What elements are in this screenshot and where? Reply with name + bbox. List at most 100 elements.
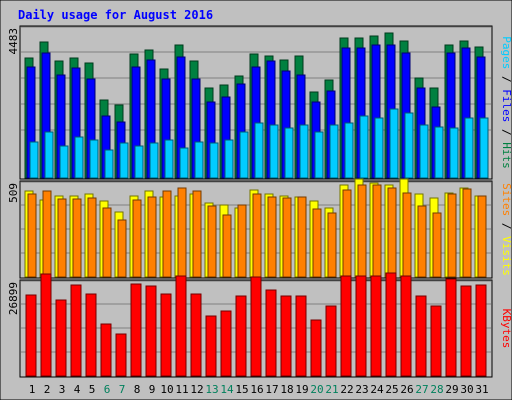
- legend-part: Files: [500, 89, 512, 122]
- x-tick-label: 7: [119, 383, 126, 396]
- bar-kbytes-day-30: [460, 285, 472, 377]
- bar-pages-day-10: [164, 139, 174, 179]
- bar-kbytes-day-26: [400, 275, 412, 377]
- bar-kbytes-day-3: [55, 299, 67, 377]
- x-tick-label: 14: [220, 383, 234, 396]
- bar-pages-day-18: [284, 127, 294, 179]
- bar-kbytes-day-20: [310, 319, 322, 377]
- x-tick-label: 23: [355, 383, 368, 396]
- x-tick-label: 12: [190, 383, 203, 396]
- x-tick-label: 20: [310, 383, 323, 396]
- x-tick-label: 10: [160, 383, 173, 396]
- x-tick-label: 29: [445, 383, 458, 396]
- x-tick-label: 8: [134, 383, 141, 396]
- bar-kbytes-day-11: [175, 275, 187, 377]
- panel-max-label: 4483: [7, 28, 20, 55]
- bar-sites-day-2: [42, 190, 52, 278]
- x-tick-label: 16: [250, 383, 263, 396]
- bar-pages-day-22: [344, 122, 354, 179]
- bar-kbytes-day-10: [160, 293, 172, 377]
- bar-pages-day-15: [239, 131, 249, 179]
- bar-sites-day-14: [222, 214, 232, 278]
- chart-title: Daily usage for August 2016: [18, 8, 213, 22]
- legend-part: /: [500, 69, 512, 89]
- bar-kbytes-day-17: [265, 289, 277, 377]
- bar-kbytes-day-7: [115, 333, 127, 377]
- bar-pages-day-25: [389, 108, 399, 179]
- panel-max-label: 509: [7, 183, 20, 203]
- bar-pages-day-11: [179, 147, 189, 179]
- bar-pages-day-29: [449, 127, 459, 179]
- bar-pages-day-26: [404, 112, 414, 179]
- series-sites: [27, 184, 487, 278]
- bar-sites-day-26: [402, 192, 412, 278]
- panel-visits_sites: 509 Sites / Visits: [7, 178, 512, 279]
- bar-kbytes-day-8: [130, 283, 142, 377]
- panel-max-label: 26899: [7, 282, 20, 315]
- bar-sites-day-1: [27, 193, 37, 278]
- bar-pages-day-21: [329, 124, 339, 179]
- bar-kbytes-day-22: [340, 275, 352, 377]
- bar-pages-day-17: [269, 124, 279, 179]
- bar-kbytes-day-23: [355, 275, 367, 377]
- bar-sites-day-24: [372, 184, 382, 278]
- x-tick-label: 18: [280, 383, 293, 396]
- panel-hits_files_pages: 4483 Pages / Files / Hits: [7, 25, 512, 180]
- bar-sites-day-30: [462, 188, 472, 278]
- bar-sites-day-7: [117, 219, 127, 278]
- bar-sites-day-23: [357, 184, 367, 278]
- bar-sites-day-25: [387, 187, 397, 278]
- x-tick-label: 13: [205, 383, 218, 396]
- legend-part: /: [500, 122, 512, 142]
- bar-sites-day-6: [102, 207, 112, 278]
- bar-pages-day-12: [194, 141, 204, 179]
- chart-panels: 4483 Pages / Files / Hits 509 Sites / Visit…: [7, 25, 512, 378]
- x-tick-label: 31: [475, 383, 488, 396]
- bar-kbytes-day-14: [220, 310, 232, 377]
- x-tick-label: 2: [44, 383, 51, 396]
- bar-pages-day-30: [464, 117, 474, 179]
- bar-pages-day-6: [104, 149, 114, 179]
- bar-kbytes-day-2: [40, 273, 52, 377]
- x-tick-label: 28: [430, 383, 443, 396]
- bar-sites-day-9: [147, 196, 157, 278]
- bar-pages-day-19: [299, 124, 309, 179]
- bar-pages-day-16: [254, 122, 264, 179]
- bar-pages-day-5: [89, 139, 99, 179]
- x-tick-label: 19: [295, 383, 308, 396]
- x-tick-label: 17: [265, 383, 278, 396]
- bar-sites-day-22: [342, 189, 352, 278]
- bar-kbytes-day-18: [280, 295, 292, 377]
- bar-sites-day-18: [282, 197, 292, 278]
- bar-kbytes-day-21: [325, 305, 337, 377]
- x-tick-label: 21: [325, 383, 338, 396]
- bar-sites-day-28: [432, 212, 442, 278]
- bar-sites-day-5: [87, 197, 97, 278]
- bar-pages-day-7: [119, 142, 129, 179]
- bar-kbytes-day-13: [205, 315, 217, 377]
- bar-sites-day-11: [177, 187, 187, 278]
- bar-pages-day-27: [419, 124, 429, 179]
- panel-legend-label: Pages / Files / Hits: [500, 36, 512, 169]
- bar-pages-day-9: [149, 142, 159, 179]
- series-kbytes: [25, 272, 487, 377]
- bar-pages-day-20: [314, 131, 324, 179]
- bar-kbytes-day-15: [235, 295, 247, 377]
- panel-kbytes: 26899 KBytes: [7, 272, 512, 378]
- x-tick-label: 26: [400, 383, 413, 396]
- bar-kbytes-day-12: [190, 293, 202, 377]
- bar-kbytes-day-28: [430, 305, 442, 377]
- bar-pages-day-23: [359, 115, 369, 179]
- bar-sites-day-12: [192, 190, 202, 278]
- bar-sites-day-16: [252, 193, 262, 278]
- x-tick-label: 24: [370, 383, 384, 396]
- bar-sites-day-21: [327, 212, 337, 278]
- bar-kbytes-day-1: [25, 294, 37, 377]
- bar-kbytes-day-5: [85, 293, 97, 377]
- bar-sites-day-3: [57, 198, 67, 278]
- legend-part: Visits: [500, 236, 512, 276]
- x-tick-label: 30: [460, 383, 473, 396]
- bar-kbytes-day-31: [475, 284, 487, 377]
- x-tick-label: 15: [235, 383, 248, 396]
